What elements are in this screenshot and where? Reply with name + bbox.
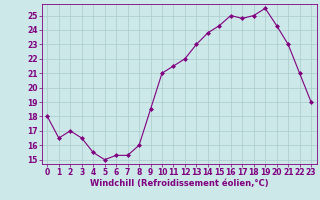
X-axis label: Windchill (Refroidissement éolien,°C): Windchill (Refroidissement éolien,°C) bbox=[90, 179, 268, 188]
